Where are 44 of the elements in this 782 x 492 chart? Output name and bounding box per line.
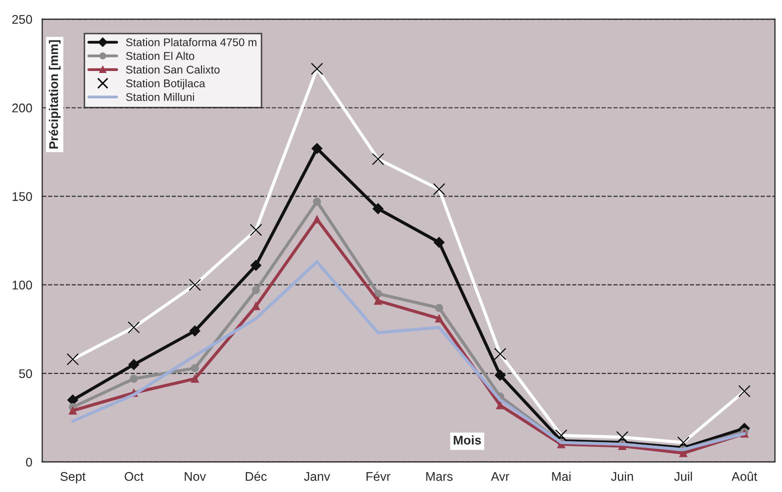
point (435, 314, 444, 323)
point (374, 296, 382, 305)
y-tick-label: 250 (12, 14, 32, 24)
x-tick-label: Juil (674, 472, 692, 481)
y-axis-title: Précipitation [mm] (48, 40, 61, 148)
point (68, 406, 77, 415)
x-tick-label: Juin (611, 472, 633, 481)
legend-label: Station Botijlaca (126, 79, 206, 90)
point (313, 215, 321, 224)
y-tick-label: 50 (19, 369, 32, 378)
x-tick-label: Mars (426, 472, 453, 481)
point (250, 260, 262, 271)
y-tick-label: 200 (12, 104, 32, 112)
point (252, 286, 260, 294)
x-axis-title: Mois (454, 435, 481, 445)
point (252, 302, 260, 310)
x-tick-label: Mai (552, 472, 570, 481)
point (435, 304, 444, 312)
y-tick-label: 100 (12, 280, 32, 290)
point (189, 325, 200, 336)
point (313, 198, 321, 206)
point (372, 203, 384, 214)
x-tick-label: Août (732, 472, 758, 481)
point (434, 236, 445, 248)
legend-label: Station El Alto (126, 52, 194, 60)
x-tick-label: Déc (246, 472, 267, 481)
y-tick-label: 150 (12, 192, 32, 201)
x-tick-label: Sept (60, 472, 86, 484)
legend-label: Station Milluni (126, 92, 194, 101)
point (130, 374, 138, 383)
legend-label: Station Plataforma 4750 m (126, 38, 256, 46)
x-tick-label: Nov (184, 472, 206, 481)
point (190, 374, 199, 383)
point (128, 359, 140, 370)
point (496, 401, 504, 410)
point (190, 364, 199, 372)
x-tick-label: Oct (124, 472, 144, 481)
x-tick-label: Janv (304, 472, 330, 481)
x-tick-label: Févr (366, 472, 390, 481)
x-tick-label: Avr (490, 472, 510, 481)
y-tick-label: 0 (26, 458, 32, 467)
point (312, 143, 322, 154)
point (494, 370, 506, 381)
legend-label: Station San Calixto (126, 65, 220, 74)
